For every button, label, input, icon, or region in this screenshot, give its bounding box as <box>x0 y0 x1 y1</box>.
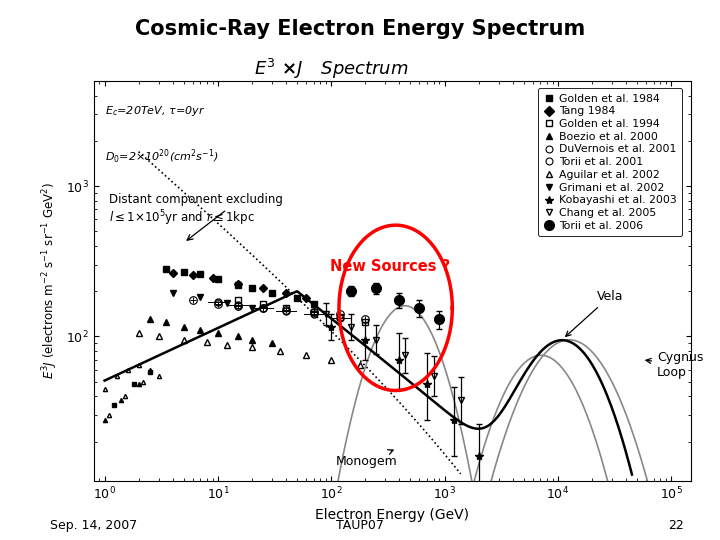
Text: 22: 22 <box>668 519 684 532</box>
Text: $E_c$=20TeV, $\tau$=0yr: $E_c$=20TeV, $\tau$=0yr <box>104 104 204 118</box>
X-axis label: Electron Energy (GeV): Electron Energy (GeV) <box>315 508 469 522</box>
Text: Distant component excluding
$l$$\leq$$1$$\times$$10^5$yr and $r$$\leq$1kpc: Distant component excluding $l$$\leq$$1$… <box>109 193 283 228</box>
Text: $\mathbf{\mathit{E^3}}$ $\mathbf{\times}$$\mathbf{\mathit{J}}$   $\mathbf{\mathi: $\mathbf{\mathit{E^3}}$ $\mathbf{\times}… <box>254 57 408 81</box>
Y-axis label: $E^3 J$ (electrons m$^{-2}$ s$^{-1}$ sr$^{-1}$ GeV$^2$): $E^3 J$ (electrons m$^{-2}$ s$^{-1}$ sr$… <box>41 183 60 379</box>
Text: TAUP07: TAUP07 <box>336 519 384 532</box>
Text: New Sources ?: New Sources ? <box>330 259 450 274</box>
Text: Sep. 14, 2007: Sep. 14, 2007 <box>50 519 138 532</box>
Text: Vela: Vela <box>566 290 624 336</box>
Text: Cygnus
Loop: Cygnus Loop <box>646 350 703 379</box>
Text: $D_0$=2×10$^{20}$(cm$^2$s$^{-1}$): $D_0$=2×10$^{20}$(cm$^2$s$^{-1}$) <box>104 148 218 166</box>
Legend: Golden et al. 1984, Tang 1984, Golden et al. 1994, Boezio et al. 2000, DuVernois: Golden et al. 1984, Tang 1984, Golden et… <box>539 88 682 236</box>
Text: Monogem: Monogem <box>336 450 397 468</box>
Text: Cosmic-Ray Electron Energy Spectrum: Cosmic-Ray Electron Energy Spectrum <box>135 19 585 39</box>
